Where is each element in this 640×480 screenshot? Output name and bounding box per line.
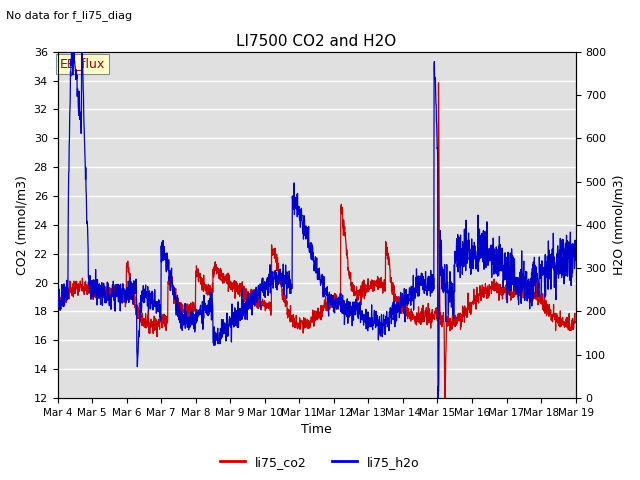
Text: No data for f_li75_diag: No data for f_li75_diag	[6, 10, 132, 21]
Text: EE_flux: EE_flux	[60, 57, 106, 71]
Y-axis label: H2O (mmol/m3): H2O (mmol/m3)	[612, 175, 625, 275]
Legend: li75_co2, li75_h2o: li75_co2, li75_h2o	[215, 451, 425, 474]
Title: LI7500 CO2 and H2O: LI7500 CO2 and H2O	[236, 34, 397, 49]
X-axis label: Time: Time	[301, 423, 332, 436]
Y-axis label: CO2 (mmol/m3): CO2 (mmol/m3)	[15, 175, 28, 275]
